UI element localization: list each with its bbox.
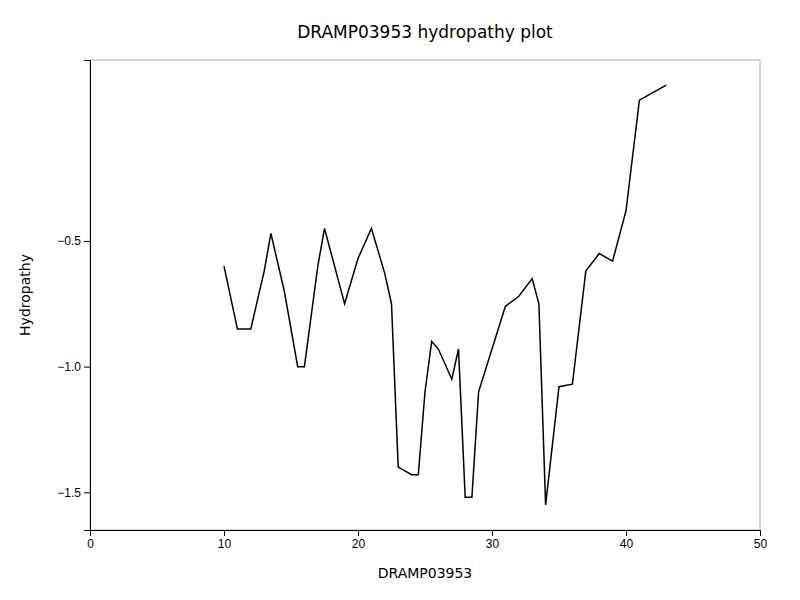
y-axis-title: Hydropathy [17,254,33,336]
plot-area: 0 10 20 30 40 50 −1.5 −1.0 −0.5 [57,60,767,551]
x-tick-label: 50 [754,537,768,551]
x-tick-mark [358,530,359,536]
y-tick: −1.0 [57,360,90,374]
x-tick-mark [626,530,627,536]
y-axis: −1.5 −1.0 −0.5 [57,61,90,531]
x-tick-label: 30 [486,537,500,551]
x-tick-mark [224,530,225,536]
x-tick: 30 [486,530,500,551]
y-tick-label: −0.5 [57,234,81,248]
x-axis-title: DRAMP03953 [378,565,473,581]
x-tick-mark [492,530,493,536]
y-tick-mark [84,241,90,242]
x-tick: 50 [754,530,768,551]
y-tick-mark [84,367,90,368]
x-tick-label: 40 [620,537,634,551]
x-tick: 40 [620,530,634,551]
x-axis: 0 10 20 30 40 50 [87,530,767,551]
x-tick-mark [760,530,761,536]
chart: 0 10 20 30 40 50 −1.5 −1.0 −0.5 DRAMP03953 hydrop… [0,0,800,600]
x-tick-label: 0 [87,537,94,551]
y-tick: −1.5 [57,486,90,500]
x-tick-label: 10 [218,537,232,551]
x-axis-line [91,531,761,537]
plot-frame [90,60,760,530]
x-tick: 0 [87,530,94,551]
x-tick-label: 20 [352,537,366,551]
y-tick-label: −1.0 [57,360,81,374]
y-tick-mark [84,492,90,493]
marks [224,85,666,505]
line [224,85,666,505]
x-tick: 20 [352,530,366,551]
title: DRAMP03953 hydropathy plot [297,22,553,42]
y-tick-label: −1.5 [57,486,81,500]
x-tick: 10 [218,530,232,551]
y-axis-line [84,61,91,531]
y-tick: −0.5 [57,234,90,248]
